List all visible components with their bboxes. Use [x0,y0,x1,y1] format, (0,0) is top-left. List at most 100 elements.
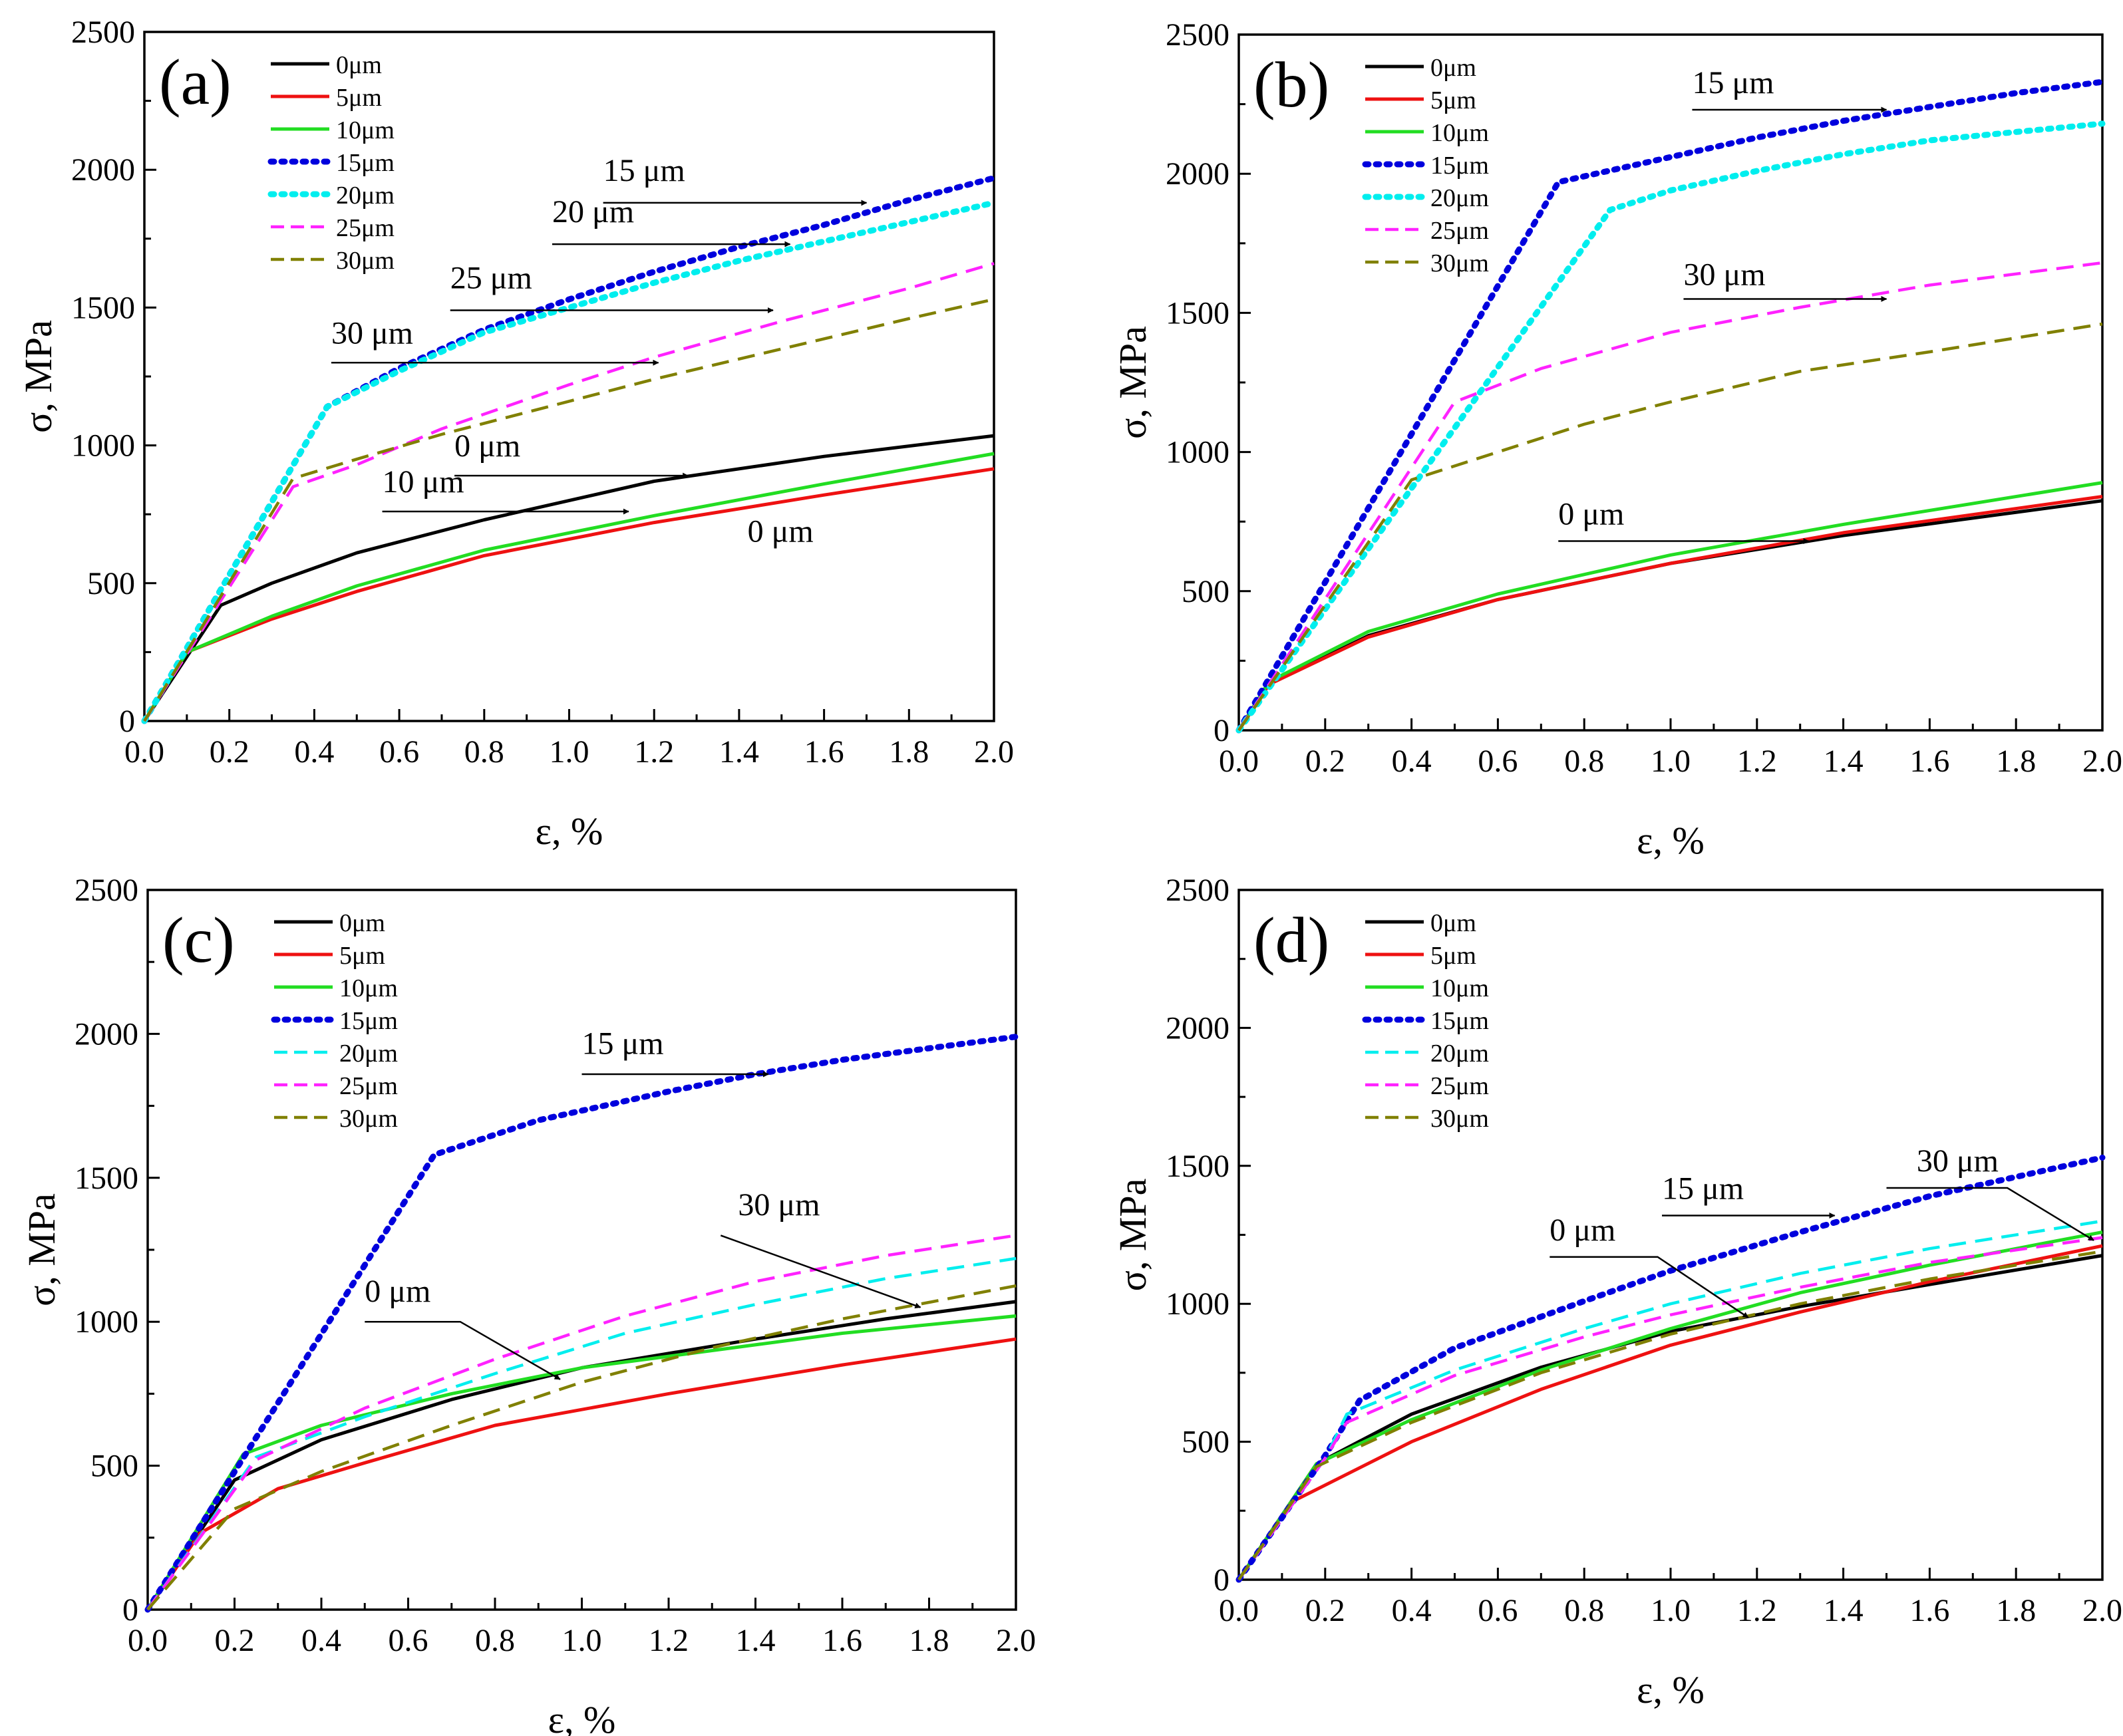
legend-label-25um: 25μm [336,214,395,242]
legend-label-0um: 0μm [339,909,385,937]
series-line-20um [146,1256,1017,1611]
y-tick-label: 0 [119,704,135,739]
annotation-label: 0 μm [365,1274,430,1309]
chart-panel-1: 0.0 0.2 0.4 0.6 0.8 1.0 1.2 1.4 1.6 1.8 2.0 0 500 100… [1111,17,2122,862]
annotation-label: 15 μm [1692,65,1774,100]
series-line-5um [146,1337,1017,1611]
annotation-label: 0 μm [748,514,814,549]
x-tick-label: 1.8 [889,734,929,770]
series-line-30um [146,1284,1017,1611]
y-tick-label: 500 [1182,1425,1229,1460]
x-tick-label: 1.8 [1996,1593,2036,1628]
legend-label-15um: 15μm [336,149,395,177]
legend-label-30um: 30μm [1430,249,1489,277]
y-tick-label: 2500 [71,15,135,50]
annotation-label: 30 μm [331,315,413,351]
annotation-label: 10 μm [383,464,464,500]
legend-label-20um: 20μm [339,1040,398,1068]
x-tick-label: 1.6 [822,1623,862,1658]
panel-label: (d) [1253,905,1329,976]
x-tick-label: 0.2 [1305,1593,1345,1628]
y-tick-label: 2500 [1166,17,1229,53]
series-line-15um [144,1034,1019,1613]
x-tick-label: 1.0 [550,734,589,770]
y-tick-label: 2000 [1166,1010,1229,1046]
annotation-arrow [720,1234,921,1309]
series-line-30um [1237,322,2103,732]
series-line-30um [1237,1250,2103,1581]
x-tick-label: 0.2 [210,734,249,770]
legend-label-0um: 0μm [1430,909,1476,937]
chart-panel-0: 0.0 0.2 0.4 0.6 0.8 1.0 1.2 1.4 1.6 1.8 2.0 0 500 100… [17,15,1014,853]
annotation-label: 15 μm [582,1026,664,1062]
x-tick-label: 0.4 [294,734,334,770]
chart-panel-2: 0.0 0.2 0.4 0.6 0.8 1.0 1.2 1.4 1.6 1.8 2.0 0 500 100… [20,873,1036,1736]
legend-label-5um: 5μm [1430,942,1476,970]
y-axis-label: σ, MPa [20,1193,63,1306]
x-tick-label: 1.2 [1737,744,1777,779]
legend-label-15um: 15μm [1430,1007,1489,1035]
y-axis-label: σ, MPa [17,320,60,433]
annotation-arrow [1886,1187,2094,1241]
annotation-label: 25 μm [450,260,532,295]
x-tick-label: 1.4 [1824,1593,1864,1628]
series-line-15um [1235,78,2106,734]
x-tick-label: 0.0 [1219,1593,1259,1628]
y-tick-label: 500 [1182,574,1229,609]
x-tick-label: 0.8 [475,1623,515,1658]
x-tick-label: 0.6 [379,734,419,770]
x-tick-label: 1.6 [1909,744,1949,779]
annotation-label: 0 μm [1550,1213,1615,1248]
x-tick-label: 2.0 [2082,1593,2122,1628]
x-tick-label: 1.8 [1996,744,2036,779]
series-line-0um [142,434,995,722]
legend-label-15um: 15μm [1430,152,1489,180]
series-line-25um [146,1234,1017,1611]
y-tick-label: 1500 [1166,1149,1229,1184]
y-tick-label: 0 [1214,713,1229,748]
x-tick-label: 0.6 [1478,1593,1518,1628]
legend-label-15um: 15μm [339,1007,398,1035]
x-tick-label: 1.2 [634,734,674,770]
legend-label-10um: 10μm [1430,974,1489,1002]
annotation-label: 0 μm [1558,496,1624,531]
x-tick-label: 0.4 [1392,744,1432,779]
x-tick-label: 0.4 [1392,1593,1432,1628]
annotation-arrow [1550,1256,1749,1318]
x-tick-label: 2.0 [996,1623,1036,1658]
x-axis-label: ε, % [1637,819,1705,862]
y-tick-label: 1500 [71,290,135,325]
legend-label-20um: 20μm [1430,1040,1489,1068]
legend-label-20um: 20μm [1430,184,1489,212]
x-tick-label: 2.0 [974,734,1014,770]
x-tick-label: 0.0 [128,1623,168,1658]
annotation-label: 15 μm [1662,1171,1744,1207]
y-tick-label: 2000 [71,152,135,188]
chart-panel-3: 0.0 0.2 0.4 0.6 0.8 1.0 1.2 1.4 1.6 1.8 2.0 0 500 100… [1111,873,2122,1711]
y-tick-label: 1500 [75,1161,138,1196]
y-axis-label: σ, MPa [1111,1179,1154,1292]
x-tick-label: 1.2 [649,1623,689,1658]
legend-label-0um: 0μm [1430,54,1476,82]
legend-label-5um: 5μm [339,942,385,970]
y-tick-label: 2000 [1166,156,1229,192]
legend-label-10um: 10μm [336,116,395,144]
y-tick-label: 1000 [71,428,135,464]
legend-label-30um: 30μm [336,247,395,275]
panel-label: (a) [159,47,232,118]
x-tick-label: 0.6 [389,1623,428,1658]
series-line-10um [1237,1230,2103,1581]
series-line-25um [1237,261,2103,732]
y-axis-label: σ, MPa [1111,326,1154,439]
series-line-0um [146,1300,1017,1611]
legend-label-25um: 25μm [339,1072,398,1100]
annotation-label: 15 μm [603,153,685,188]
annotation-label: 20 μm [552,194,634,229]
x-tick-label: 0.8 [1564,744,1604,779]
series-line-25um [1237,1236,2103,1581]
x-tick-label: 0.4 [301,1623,341,1658]
series-line-25um [143,261,995,722]
x-tick-label: 0.8 [464,734,504,770]
y-tick-label: 0 [1214,1562,1229,1598]
series-line-20um [1237,1219,2103,1581]
